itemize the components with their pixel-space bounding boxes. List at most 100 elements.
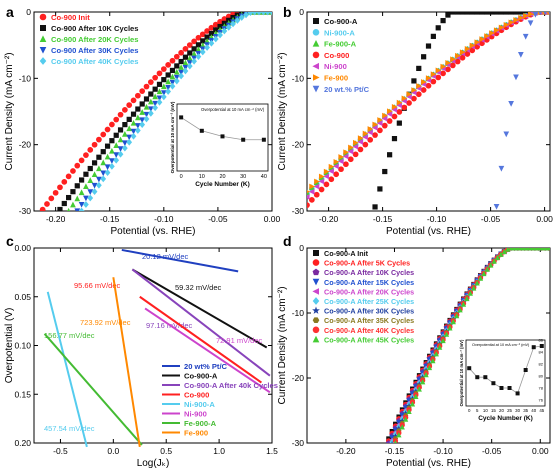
data-point [423, 371, 429, 378]
data-point [391, 136, 398, 142]
data-point [381, 122, 388, 129]
data-point [445, 60, 452, 66]
legend-entry: Fe-900 [184, 429, 208, 438]
series-5 [307, 12, 550, 194]
slope-label: 20.12 mV/dec [142, 252, 189, 261]
data-point [87, 189, 94, 195]
inset-x-tick-label: 40 [261, 174, 267, 180]
legend-entry: Fe-900 [324, 74, 348, 83]
y-tick-label: -10 [19, 73, 32, 83]
y-tick-label: 0.20 [14, 438, 31, 448]
data-point [443, 331, 450, 337]
data-point [104, 126, 111, 133]
series-line [121, 248, 239, 273]
data-point [160, 93, 167, 101]
data-point [477, 275, 484, 281]
data-point [204, 28, 210, 34]
data-point [382, 168, 388, 175]
data-point [396, 109, 403, 115]
data-point [74, 162, 81, 169]
y-axis-label: Overpotential (V) [4, 308, 15, 384]
data-point [406, 100, 412, 106]
y-tick-label: -30 [19, 206, 32, 216]
data-point [156, 98, 163, 106]
data-point [169, 79, 176, 86]
data-point [464, 295, 470, 302]
data-point [450, 56, 456, 63]
data-point [78, 201, 85, 208]
inset-x-tick-label: 0 [468, 408, 471, 413]
data-point [160, 90, 167, 96]
series-line [46, 291, 88, 448]
data-point [221, 27, 228, 35]
data-point [122, 106, 128, 113]
y-tick-label: 0 [299, 243, 304, 253]
legend-marker [312, 278, 320, 286]
data-point [182, 45, 189, 52]
inset-point [179, 115, 184, 120]
x-tick-label: 1.5 [266, 446, 278, 456]
data-point [169, 67, 176, 74]
inset-x-tick-label: 25 [507, 408, 512, 413]
data-point [74, 208, 81, 211]
data-point [152, 93, 159, 100]
x-tick-label: -0.5 [53, 446, 68, 456]
inset-x-tick-label: 20 [219, 174, 225, 180]
data-point [484, 266, 490, 272]
data-point [469, 47, 476, 54]
inset-point [483, 375, 488, 380]
legend-marker [40, 25, 46, 31]
legend-entry: Co-900-A After 35K Cycles [324, 316, 414, 325]
data-point [435, 74, 442, 81]
inset-x-tick-label: 15 [491, 408, 496, 413]
data-point [212, 35, 219, 43]
data-point [191, 46, 197, 52]
data-point [454, 58, 461, 65]
data-point [96, 176, 102, 183]
panel-label: d [283, 233, 292, 249]
data-point [532, 12, 539, 18]
inset-point [475, 375, 480, 380]
data-point [204, 44, 210, 51]
inset-x-tick-label: 40 [531, 408, 536, 413]
data-point [221, 16, 228, 22]
series-line [112, 277, 141, 448]
data-point [425, 43, 432, 49]
data-point [78, 189, 85, 196]
data-point [83, 152, 89, 158]
data-point [396, 420, 402, 426]
data-point [464, 12, 470, 15]
series-line [131, 268, 268, 349]
inset-y-tick-label: 84 [539, 350, 544, 355]
slope-label: 72.91 mV/dec [216, 336, 263, 345]
data-point [147, 79, 154, 85]
data-point [396, 99, 403, 106]
data-point [208, 30, 215, 37]
x-tick-label: -0.20 [46, 214, 66, 224]
inset-title: Overpotential at 10 mA cm⁻² (mV) [201, 107, 265, 112]
data-point [130, 111, 137, 117]
legend-entry: Co-900-A After 10K Cycles [324, 268, 414, 277]
x-tick-label: 0.00 [532, 446, 549, 456]
data-point [147, 98, 154, 105]
data-point [100, 149, 106, 155]
data-point [174, 63, 180, 69]
legend-marker [312, 40, 320, 47]
data-point [152, 104, 159, 112]
data-point [416, 65, 422, 72]
inset-point [491, 381, 496, 386]
legend-entry: Co-900-A [184, 372, 218, 381]
data-point [459, 49, 466, 56]
legend-entry: Co-900 [184, 391, 209, 400]
panel-label: a [6, 4, 14, 20]
data-point [74, 183, 80, 189]
data-point [387, 152, 393, 158]
data-point [57, 184, 63, 191]
data-point [186, 62, 193, 70]
data-point [445, 66, 451, 73]
y-tick-label: 0.05 [14, 292, 31, 302]
inset-y-tick-label: 86 [539, 338, 544, 343]
data-point [367, 126, 374, 132]
x-tick-label: -0.20 [319, 214, 339, 224]
legend-entry: Co-900-A After 15K Cycles [324, 278, 414, 287]
